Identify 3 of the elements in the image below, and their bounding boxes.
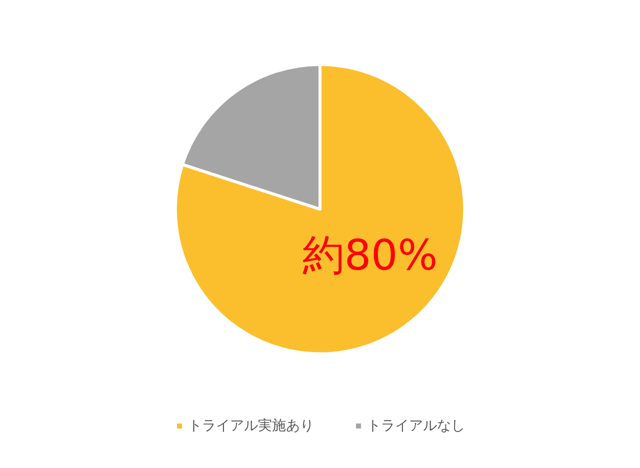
legend-label: トライアルなし xyxy=(367,418,465,434)
data-label: 約80% xyxy=(302,230,438,280)
legend-label: トライアル実施あり xyxy=(188,418,314,434)
